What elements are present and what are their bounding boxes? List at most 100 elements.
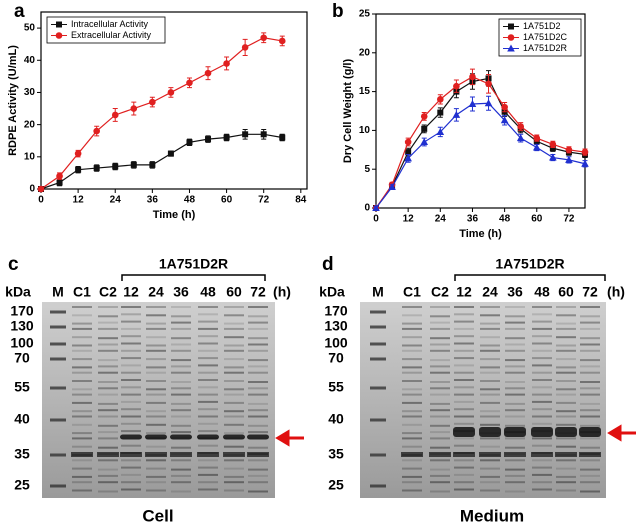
marker (223, 134, 230, 141)
band (480, 467, 500, 470)
band (430, 327, 450, 330)
marker (56, 179, 63, 186)
band (532, 371, 552, 374)
marker (516, 134, 525, 142)
band (430, 446, 450, 449)
band (580, 343, 600, 346)
band (454, 393, 474, 396)
band (580, 424, 600, 427)
band (532, 342, 552, 345)
band (480, 388, 500, 391)
unit-label: kDa (319, 284, 345, 300)
marker (404, 154, 412, 162)
band (121, 320, 141, 323)
x-tick-label: 24 (110, 195, 122, 206)
band (224, 423, 244, 426)
band (224, 481, 244, 484)
band (146, 380, 166, 382)
band (146, 314, 166, 317)
band (146, 475, 166, 478)
band (430, 481, 450, 484)
marker (500, 116, 509, 124)
band (430, 459, 450, 462)
hours-label: (h) (607, 284, 625, 300)
band (505, 490, 525, 493)
band (532, 459, 552, 462)
band (247, 452, 269, 457)
band (50, 310, 66, 314)
marker-label: 35 (14, 446, 30, 462)
band (505, 402, 525, 405)
band (72, 437, 92, 440)
band (224, 393, 244, 396)
band (248, 321, 268, 324)
band (580, 415, 600, 418)
band (98, 381, 118, 383)
marker (388, 183, 396, 191)
band (430, 381, 450, 383)
panel-label: a (14, 1, 25, 22)
band (121, 306, 141, 308)
gel (360, 302, 606, 498)
band (430, 490, 450, 493)
band (121, 422, 141, 425)
band (480, 349, 500, 352)
band (98, 359, 118, 362)
band (480, 393, 500, 396)
band (198, 393, 218, 396)
band (480, 336, 500, 339)
band (480, 423, 500, 426)
band (580, 365, 600, 368)
band (532, 357, 552, 360)
band (98, 424, 118, 427)
band (556, 445, 576, 448)
band (402, 322, 422, 325)
band (402, 410, 422, 413)
band (224, 467, 244, 470)
band (224, 401, 244, 404)
band (580, 321, 600, 324)
band (480, 445, 500, 448)
band (556, 314, 576, 317)
band (479, 427, 501, 437)
band (248, 409, 268, 412)
marker-label: 40 (328, 411, 344, 427)
band (248, 446, 268, 449)
band (504, 427, 526, 437)
band (555, 452, 577, 457)
band (198, 444, 218, 447)
marker (167, 89, 175, 96)
band (121, 313, 141, 316)
band (532, 393, 552, 396)
band (50, 484, 66, 488)
lane-label: C1 (73, 284, 91, 300)
y-tick-label: 10 (359, 125, 371, 136)
band (580, 349, 600, 352)
band (402, 467, 422, 470)
legend-label: 1A751D2R (523, 43, 568, 53)
band (146, 401, 166, 404)
band (248, 415, 268, 418)
band (198, 327, 218, 330)
caption: Medium (460, 506, 524, 525)
band (532, 408, 552, 411)
plot-frame (375, 13, 586, 209)
y-tick-label: 30 (24, 87, 36, 98)
series-line (40, 37, 283, 190)
band (370, 484, 386, 488)
y-tick-label: 0 (29, 184, 35, 195)
marker (55, 32, 63, 39)
band (454, 320, 474, 323)
marker (485, 80, 492, 88)
band (505, 321, 525, 324)
band (145, 452, 167, 457)
band (171, 468, 191, 471)
band (580, 387, 600, 390)
band (146, 306, 166, 308)
x-tick-label: 48 (499, 214, 511, 225)
marker (501, 103, 508, 111)
band (370, 342, 386, 346)
band (480, 327, 500, 330)
x-tick-label: 24 (435, 214, 447, 225)
band (532, 364, 552, 367)
